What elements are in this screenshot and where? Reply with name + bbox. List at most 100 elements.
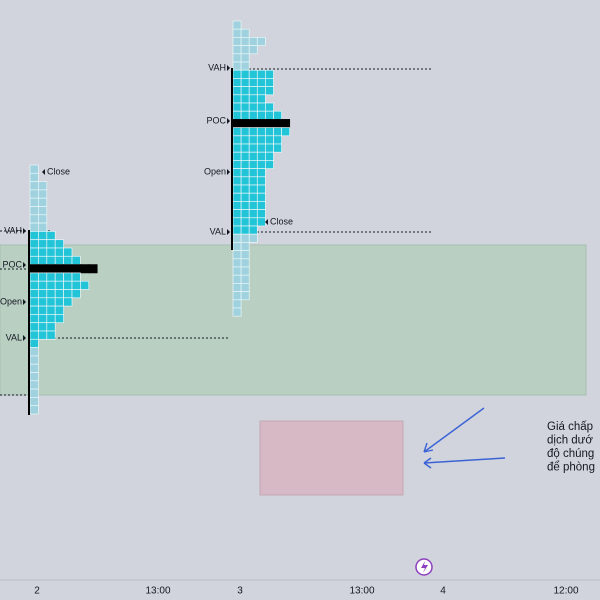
tpo-cell [248, 217, 258, 227]
tpo-cell [38, 222, 48, 232]
tpo-cell [256, 209, 266, 219]
tpo-cell [232, 53, 242, 63]
level-label: Open [0, 296, 22, 306]
tpo-cell [256, 192, 266, 202]
tpo-cell [29, 247, 39, 257]
close-label: Close [270, 216, 293, 226]
tpo-cell [256, 217, 266, 227]
tpo-cell [240, 184, 250, 194]
tpo-cell [248, 184, 258, 194]
tpo-cell [54, 272, 64, 282]
tpo-cell [273, 119, 282, 128]
tpo-cell [71, 272, 81, 282]
tpo-cell [240, 283, 250, 292]
tpo-cell [29, 239, 39, 249]
tpo-cell [248, 225, 258, 235]
tpo-cell [265, 143, 274, 153]
tpo-cell [248, 233, 258, 243]
tpo-cell [248, 176, 258, 186]
tpo-cell [256, 37, 266, 46]
tpo-cell [29, 297, 39, 307]
tpo-cell [29, 305, 39, 315]
tpo-cell [265, 160, 274, 169]
tpo-cell [248, 143, 258, 153]
tpo-cell [273, 110, 282, 120]
tpo-cell [265, 151, 274, 161]
tpo-cell [38, 247, 48, 257]
tpo-cell [265, 102, 274, 112]
tpo-cell [256, 135, 266, 145]
note-line: dịch dướ [547, 435, 593, 447]
close-marker [265, 219, 268, 225]
tpo-cell [240, 53, 250, 63]
icon-bolt [421, 561, 428, 573]
tpo-cell [256, 184, 266, 194]
tpo-cell [232, 61, 242, 71]
tpo-cell [46, 247, 56, 257]
tpo-cell [38, 189, 48, 199]
tpo-cell [46, 289, 56, 299]
tpo-cell [240, 225, 250, 235]
tpo-cell [71, 264, 81, 274]
tpo-cell [240, 258, 250, 268]
tpo-cell [29, 372, 39, 382]
tpo-cell [38, 181, 48, 191]
tpo-cell [38, 297, 48, 307]
level-label: VAL [6, 332, 22, 342]
tpo-cell [240, 102, 250, 112]
tpo-cell [232, 110, 242, 120]
tpo-cell [63, 289, 73, 299]
level-label: Open [204, 166, 226, 176]
levels [0, 68, 432, 396]
tpo-cell [265, 119, 274, 128]
tpo-cell [281, 119, 291, 128]
tpo-cell [38, 280, 48, 290]
tpo-cell [232, 37, 242, 46]
level-label: VAH [4, 225, 22, 235]
profiles: VAH POC Open VAL Close VAH POC Open VAL Close [0, 20, 293, 415]
tpo-cell [240, 151, 250, 161]
tpo-cell [248, 78, 258, 87]
x-tick-label: 2 [34, 586, 40, 597]
tpo-cell [248, 160, 258, 169]
tpo-cell [248, 37, 258, 46]
x-tick-label: 13:00 [145, 586, 170, 597]
level-label: VAH [208, 62, 226, 72]
tpo-cell [63, 280, 73, 290]
tpo-cell [273, 135, 282, 145]
tpo-cell [54, 255, 64, 265]
tpo-cell [232, 283, 242, 292]
tpo-cell [63, 297, 73, 307]
tpo-cell [256, 151, 266, 161]
tpo-cell [29, 222, 39, 232]
tpo-cell [240, 168, 250, 178]
tpo-cell [46, 280, 56, 290]
tpo-cell [232, 168, 242, 178]
tpo-cell [54, 264, 64, 274]
tpo-cell [240, 61, 250, 71]
tpo-cell [54, 297, 64, 307]
tpo-cell [248, 209, 258, 219]
tpo-cell [256, 160, 266, 169]
tpo-cell [54, 314, 64, 324]
tpo-cell [240, 94, 250, 104]
tpo-cell [46, 297, 56, 307]
tpo-cell [29, 330, 39, 340]
tpo-cell [248, 86, 258, 96]
tpo-cell [54, 247, 64, 257]
tpo-cell [29, 380, 39, 390]
tpo-cell [256, 86, 266, 96]
tpo-cell [240, 119, 250, 128]
tpo-cell [265, 78, 274, 87]
tpo-cell [46, 264, 56, 274]
level-marker [227, 118, 230, 124]
tpo-cell [38, 272, 48, 282]
tpo-cell [256, 102, 266, 112]
tpo-cell [232, 69, 242, 79]
tpo-cell [240, 143, 250, 153]
tpo-cell [38, 330, 48, 340]
tpo-cell [71, 280, 81, 290]
level-marker [227, 229, 230, 235]
